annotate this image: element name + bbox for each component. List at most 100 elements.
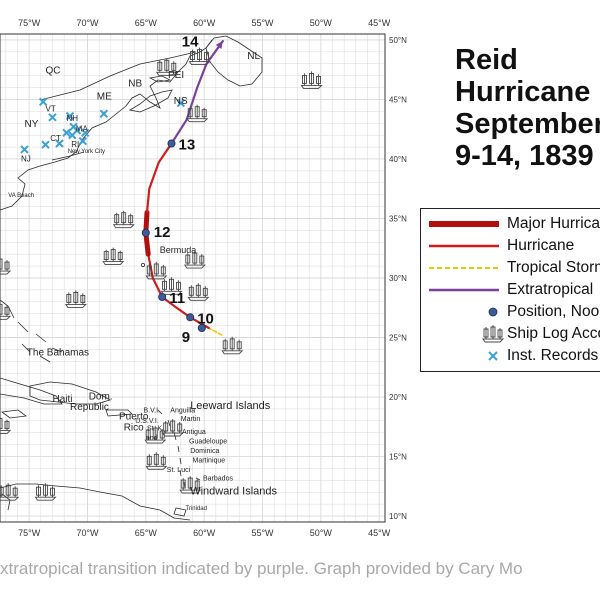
lat-tick-label: 25°N: [389, 334, 407, 343]
legend-item-position: Position, Noon: [421, 301, 600, 323]
lat-tick-label: 10°N: [389, 512, 407, 521]
place-label: VT: [46, 104, 56, 113]
lon-tick-label: 55°W: [251, 528, 274, 538]
ship-icon: [221, 336, 244, 355]
instrument-record-markers: [20, 97, 186, 154]
x-mark-icon: [65, 111, 75, 121]
ship-icon: [144, 426, 167, 444]
place-label: Martinique: [193, 458, 226, 465]
lon-tick-label: 60°W: [193, 18, 216, 28]
place-label: Puerto: [119, 412, 149, 423]
place-label: Bermuda: [160, 245, 197, 255]
place-label: Haiti: [53, 394, 73, 405]
ship-icon: [102, 247, 125, 266]
place-label: St. Luci: [167, 467, 191, 474]
place-label: QC: [46, 65, 61, 76]
ship-icon: [112, 210, 135, 229]
ship-icon: [34, 483, 57, 501]
place-label: Republic: [70, 402, 109, 413]
position-date-label: 9: [182, 329, 190, 346]
place-label: RI: [71, 140, 79, 149]
legend-label: Extratropical: [507, 281, 594, 298]
ship-icon: [0, 483, 20, 501]
place-label: B.V.I.: [144, 408, 161, 415]
place-label: NJ: [21, 154, 31, 163]
ship-icon: [0, 302, 12, 320]
lat-tick-label: 50°N: [389, 36, 407, 45]
nova-scotia: [128, 89, 173, 113]
place-label: The Bahamas: [27, 347, 89, 358]
place-label: Barbados: [203, 475, 233, 482]
legend-item-ship: Ship Log Accounts: [421, 323, 600, 345]
place-label: Anguilla: [170, 408, 195, 415]
x-mark-icon: [48, 113, 57, 122]
tropical-storm-dashed-line-icon: [429, 267, 499, 269]
legend-label: Position, Noon: [507, 303, 600, 320]
ship-icon: [482, 325, 505, 343]
place-label: Windward Islands: [190, 486, 277, 498]
ship-icon: [179, 476, 202, 494]
extratropical-line-icon: [429, 288, 499, 292]
place-label: NB: [128, 78, 142, 89]
place-label: Dom.: [89, 391, 113, 402]
position-date-label: 12: [154, 224, 171, 241]
place-label: Guadeloupe: [189, 438, 227, 445]
ship-icon: [186, 104, 209, 123]
lon-tick-label: 55°W: [251, 18, 274, 28]
ship-icon: [145, 261, 168, 280]
legend-item-inst: Inst. Records: [421, 345, 600, 367]
legend-item-major-hurricane: Major Hurricane: [421, 213, 600, 235]
x-mark-icon: [78, 136, 88, 146]
ship-icon: [0, 416, 12, 435]
track-segment-tropical-storm: [208, 327, 223, 336]
ship-icon: [155, 58, 178, 76]
ship-log-markers: [0, 47, 323, 501]
ship-icon: [187, 283, 210, 301]
map-legend: Major Hurricane Hurricane Tropical Storm…: [420, 208, 600, 372]
lon-tick-label: 75°W: [18, 528, 41, 538]
place-label: ME: [97, 92, 112, 103]
lon-tick-label: 70°W: [76, 18, 99, 28]
place-label: Trinidad: [186, 506, 207, 512]
position-dot: [186, 313, 195, 322]
ship-icon: [300, 71, 323, 89]
lat-tick-label: 15°N: [389, 453, 407, 462]
place-label: MA: [76, 125, 89, 134]
legend-label: Inst. Records: [507, 347, 599, 364]
place-label: NH: [67, 114, 79, 123]
legend-label: Major Hurricane: [507, 215, 600, 232]
x-mark-icon: [55, 139, 64, 148]
lat-tick-label: 20°N: [389, 393, 407, 402]
place-label: and: [146, 435, 158, 442]
place-label: VA Beach: [8, 193, 34, 199]
noon-positions: 9 10 11 12 13 14: [141, 34, 214, 346]
place-label: PEI: [168, 70, 184, 81]
x-mark-icon: [38, 97, 48, 107]
st-lawrence: [39, 51, 197, 101]
ship-icon: [0, 257, 12, 275]
x-mark-icon: [41, 140, 50, 149]
lon-tick-label: 50°W: [310, 528, 333, 538]
place-label: Leeward Islands: [190, 400, 271, 412]
place-label: Dominica: [190, 448, 219, 455]
north-america-coastline: [0, 39, 213, 211]
jamaica: [0, 409, 28, 419]
position-dot-icon: [488, 307, 498, 317]
map-frame: [0, 33, 386, 523]
lon-tick-label: 70°W: [76, 528, 99, 538]
position-dot: [158, 292, 167, 301]
legend-label: Tropical Storm: [507, 259, 600, 276]
position-dot: [141, 228, 150, 237]
pei: [148, 75, 172, 83]
lon-tick-label: 75°W: [18, 18, 41, 28]
place-label: New York City: [68, 149, 105, 155]
position-dot: [197, 323, 206, 332]
hispaniola: [29, 381, 112, 405]
lat-tick-label: 35°N: [389, 214, 407, 223]
place-label: CT: [50, 134, 61, 143]
track-arrow-head: [215, 41, 223, 49]
newfoundland: [205, 35, 263, 87]
legend-label: Hurricane: [507, 237, 575, 254]
legend-item-tropical-storm: Tropical Storm: [421, 257, 600, 279]
position-date-label: 14: [182, 34, 199, 51]
